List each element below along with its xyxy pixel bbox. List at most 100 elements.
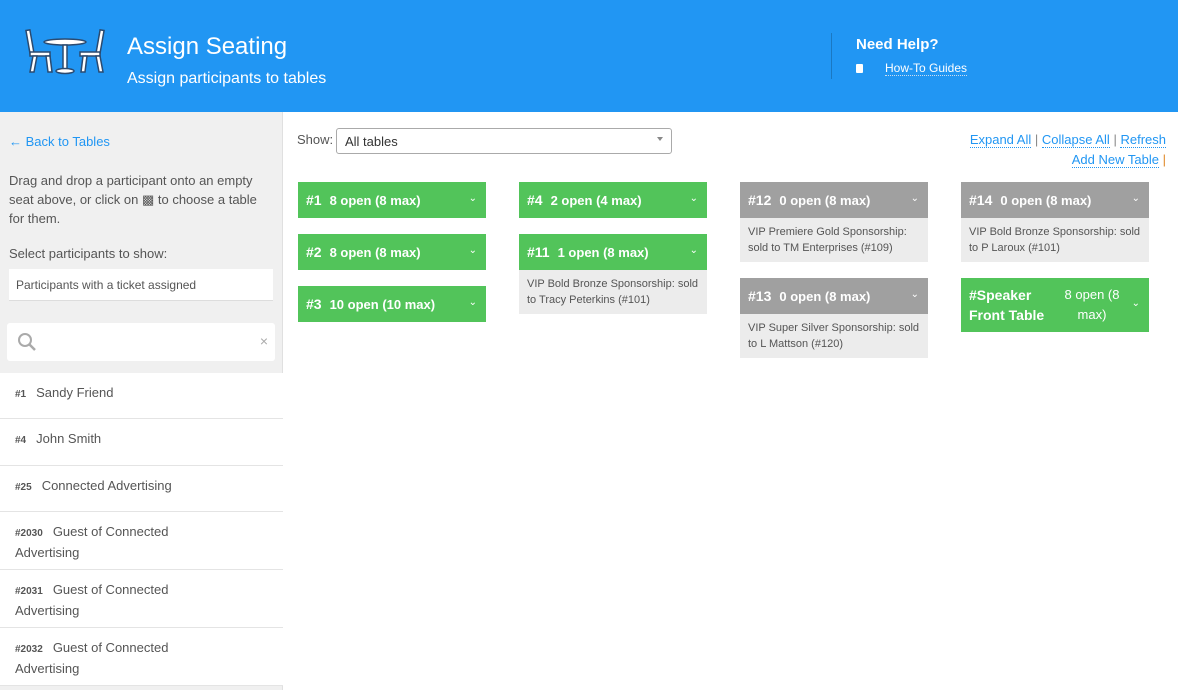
- chevron-down-icon[interactable]: ⌄: [468, 297, 477, 308]
- table-column: #1 8 open (8 max) ⌄ #2 8 open (8 max) ⌄ #3 10 o…: [298, 182, 486, 338]
- table-actions: Expand All | Collapse All | Refresh Add …: [969, 130, 1166, 170]
- chevron-down-icon[interactable]: ⌄: [910, 289, 919, 300]
- page-title: Assign Seating: [127, 33, 288, 60]
- table-column: #12 0 open (8 max) ⌄ VIP Premiere Gold Spon…: [740, 182, 928, 374]
- chair-icon: ▩: [141, 192, 155, 207]
- table-number: #Speaker Front Table: [969, 287, 1045, 323]
- table-open-seats: 8 open (8 max): [1064, 287, 1120, 322]
- table-column: #4 2 open (4 max) ⌄ #11 1 open (8 max) ⌄ VIP B…: [519, 182, 707, 330]
- table-header[interactable]: #1 8 open (8 max) ⌄: [298, 182, 486, 218]
- participant-number: #25: [15, 482, 32, 493]
- table-number: #11: [527, 244, 550, 260]
- table-open-seats: 0 open (8 max): [779, 192, 871, 208]
- table-card[interactable]: #Speaker Front Table 8 open (8 max) ⌄: [961, 278, 1149, 332]
- list-item[interactable]: #1 Sandy Friend: [0, 373, 283, 419]
- table-card[interactable]: #11 1 open (8 max) ⌄ VIP Bold Bronze Sponso…: [519, 234, 707, 314]
- show-tables-value: All tables: [345, 134, 398, 149]
- participant-number: #2030: [15, 528, 43, 539]
- instructions-text: Drag and drop a participant onto an empt…: [9, 173, 253, 207]
- participants-filter-select[interactable]: Participants with a ticket assigned: [9, 269, 273, 301]
- book-icon: [856, 64, 863, 73]
- table-number: #3: [306, 296, 322, 312]
- tables-area: Show: All tables Expand All | Collapse A…: [284, 112, 1178, 690]
- table-header[interactable]: #Speaker Front Table 8 open (8 max) ⌄: [961, 278, 1149, 332]
- table-header[interactable]: #12 0 open (8 max) ⌄: [740, 182, 928, 218]
- add-new-table-link[interactable]: Add New Table: [1071, 152, 1159, 168]
- table-card[interactable]: #4 2 open (4 max) ⌄: [519, 182, 707, 218]
- table-open-seats: 8 open (8 max): [329, 192, 421, 208]
- chevron-down-icon[interactable]: ⌄: [1131, 193, 1140, 204]
- separator: |: [1113, 132, 1117, 147]
- table-open-seats: 1 open (8 max): [557, 244, 649, 260]
- search-input[interactable]: ×: [7, 323, 275, 361]
- participant-name: Guest of Connected Advertising: [15, 524, 169, 560]
- select-participants-label: Select participants to show:: [9, 246, 168, 261]
- table-detail: VIP Super Silver Sponsorship: sold to L …: [740, 314, 928, 358]
- table-number: #4: [527, 192, 543, 208]
- list-item[interactable]: #25 Connected Advertising: [0, 466, 283, 512]
- table-number: #13: [748, 288, 772, 304]
- separator: |: [1034, 132, 1039, 147]
- list-item[interactable]: #2030 Guest of Connected Advertising: [0, 512, 283, 570]
- table-open-seats: 10 open (10 max): [329, 296, 436, 312]
- table-number: #1: [306, 192, 322, 208]
- table-header[interactable]: #11 1 open (8 max) ⌄: [519, 234, 707, 270]
- participant-number: #2031: [15, 586, 43, 597]
- table-open-seats: 2 open (4 max): [550, 192, 642, 208]
- table-card[interactable]: #14 0 open (8 max) ⌄ VIP Bold Bronze Sponso…: [961, 182, 1149, 262]
- table-detail: VIP Premiere Gold Sponsorship: sold to T…: [740, 218, 928, 262]
- separator: |: [1162, 152, 1166, 167]
- participant-name: Sandy Friend: [36, 385, 114, 400]
- participant-name: John Smith: [36, 431, 102, 446]
- chevron-down-icon[interactable]: ⌄: [1131, 298, 1140, 309]
- list-item[interactable]: #2032 Guest of Connected Advertising: [0, 628, 283, 686]
- instructions-text-end: to choose a table for them.: [9, 192, 257, 226]
- list-item[interactable]: #2031 Guest of Connected Advertising: [0, 570, 283, 628]
- help-section: Need Help? How-To Guides: [831, 33, 968, 79]
- table-card[interactable]: #2 8 open (8 max) ⌄: [298, 234, 486, 270]
- participant-name: Guest of Connected Advertising: [15, 640, 169, 676]
- table-chairs-icon: [25, 28, 105, 75]
- table-open-seats: 8 open (8 max): [329, 244, 421, 260]
- table-card[interactable]: #3 10 open (10 max) ⌄: [298, 286, 486, 322]
- table-column: #14 0 open (8 max) ⌄ VIP Bold Bronze Sponso…: [961, 182, 1149, 348]
- chevron-down-icon[interactable]: ⌄: [468, 193, 477, 204]
- participant-list: #1 Sandy Friend #4 John Smith #25 Connected…: [0, 373, 283, 686]
- how-to-guides-label: How-To Guides: [885, 61, 968, 76]
- table-number: #14: [969, 192, 993, 208]
- collapse-all-link[interactable]: Collapse All: [1041, 132, 1110, 148]
- table-detail: VIP Bold Bronze Sponsorship: sold to P L…: [961, 218, 1149, 262]
- table-card[interactable]: #1 8 open (8 max) ⌄: [298, 182, 486, 218]
- table-header[interactable]: #14 0 open (8 max) ⌄: [961, 182, 1149, 218]
- participant-number: #4: [15, 435, 27, 446]
- chevron-down-icon[interactable]: ⌄: [468, 245, 477, 256]
- chevron-down-icon[interactable]: ⌄: [689, 193, 698, 204]
- search-icon: [18, 333, 36, 351]
- chevron-down-icon[interactable]: ⌄: [689, 245, 698, 256]
- sidebar: ← Back to Tables Drag and drop a partici…: [0, 112, 283, 690]
- expand-all-link[interactable]: Expand All: [969, 132, 1032, 148]
- list-item[interactable]: #4 John Smith: [0, 419, 283, 466]
- table-header[interactable]: #13 0 open (8 max) ⌄: [740, 278, 928, 314]
- back-to-tables-link[interactable]: ← Back to Tables: [9, 134, 110, 149]
- participant-number: #2032: [15, 644, 43, 655]
- chevron-down-icon[interactable]: ⌄: [910, 193, 919, 204]
- refresh-link[interactable]: Refresh: [1120, 132, 1166, 148]
- help-title: Need Help?: [856, 36, 939, 53]
- page-subtitle: Assign participants to tables: [127, 70, 327, 87]
- participant-number: #1: [15, 389, 27, 400]
- table-open-seats: 0 open (8 max): [779, 288, 871, 304]
- clear-search-icon[interactable]: ×: [259, 333, 268, 349]
- table-number: #12: [748, 192, 772, 208]
- table-detail: VIP Bold Bronze Sponsorship: sold to Tra…: [519, 270, 707, 314]
- show-label: Show:: [297, 132, 334, 147]
- table-card[interactable]: #12 0 open (8 max) ⌄ VIP Premiere Gold Spon…: [740, 182, 928, 262]
- table-header[interactable]: #4 2 open (4 max) ⌄: [519, 182, 707, 218]
- participant-name: Connected Advertising: [41, 478, 172, 493]
- how-to-guides-link[interactable]: How-To Guides: [856, 61, 968, 76]
- show-tables-select[interactable]: All tables: [336, 128, 672, 154]
- table-header[interactable]: #2 8 open (8 max) ⌄: [298, 234, 486, 270]
- table-header[interactable]: #3 10 open (10 max) ⌄: [298, 286, 486, 322]
- dropdown-arrow-icon: [657, 137, 663, 141]
- table-card[interactable]: #13 0 open (8 max) ⌄ VIP Super Silver Spons…: [740, 278, 928, 358]
